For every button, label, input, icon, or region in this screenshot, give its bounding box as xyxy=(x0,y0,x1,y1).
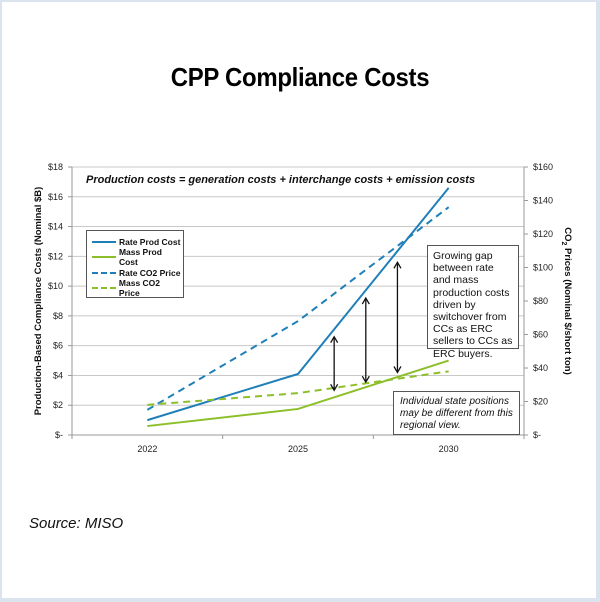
legend-item-rate-prod-cost: Rate Prod Cost xyxy=(92,234,183,250)
y2-tick-label: $40 xyxy=(533,363,548,373)
y-tick-label: $12 xyxy=(48,251,63,261)
y-tick-label: $4 xyxy=(53,370,63,380)
y2-tick-label: $- xyxy=(533,430,541,440)
gap-arrow-head-down xyxy=(361,375,370,384)
x-tick-label: 2025 xyxy=(288,444,308,454)
right-axis-ticks: $- $20 $40 $60 $80 $100 $120 $140 $160 xyxy=(524,162,553,440)
gap-arrow-head-up xyxy=(393,260,402,269)
legend-swatch xyxy=(92,271,116,274)
annotation-growing-gap: Growing gap between rate and mass produc… xyxy=(427,245,519,360)
y-tick-label: $2 xyxy=(53,400,63,410)
legend-item-mass-prod-cost: Mass Prod Cost xyxy=(92,247,183,268)
x-tick-label: 2030 xyxy=(439,444,459,454)
annotation-state-positions: Individual state positions may be differ… xyxy=(393,391,520,435)
y-tick-label: $18 xyxy=(48,162,63,172)
gap-arrow-head-up xyxy=(361,296,370,305)
y-tick-label: $6 xyxy=(53,341,63,351)
y2-tick-label: $60 xyxy=(533,330,548,340)
y-tick-label: $- xyxy=(55,430,63,440)
legend-item-mass-co2-price: Mass CO2 Price xyxy=(92,278,183,299)
legend-label: Rate Prod Cost xyxy=(119,236,181,247)
series-mass-co2-price xyxy=(147,370,449,406)
x-axis-ticks: 2022 2025 2030 xyxy=(71,435,525,454)
y2-tick-label: $100 xyxy=(533,263,553,273)
legend-item-rate-co2-price: Rate CO2 Price xyxy=(92,265,183,281)
legend-label: Mass Prod Cost xyxy=(118,247,162,268)
x-tick-label: 2022 xyxy=(137,444,157,454)
legend-swatch xyxy=(92,287,116,290)
legend-swatch xyxy=(92,256,116,259)
y2-tick-label: $160 xyxy=(533,162,553,172)
y2-axis-label: CO2 Prices (Nominal $/short ton) xyxy=(560,227,573,374)
y2-tick-label: $140 xyxy=(533,196,553,206)
legend: Rate Prod Cost Mass Prod Cost Rate CO2 P… xyxy=(86,230,184,298)
series-lines xyxy=(146,187,450,428)
chart-subtitle: Production costs = generation costs + in… xyxy=(86,174,476,186)
y-tick-label: $10 xyxy=(48,281,63,291)
y-axis-label: Production-Based Compliance Costs (Nomin… xyxy=(33,187,44,416)
y2-tick-label: $20 xyxy=(533,397,548,407)
legend-label: Rate CO2 Price xyxy=(119,267,181,278)
chart-title: CPP Compliance Costs xyxy=(170,62,430,92)
legend-swatch xyxy=(92,240,116,243)
source-note: Source: MISO xyxy=(29,515,124,532)
gap-arrows xyxy=(330,260,402,392)
y-tick-label: $8 xyxy=(53,311,63,321)
gap-arrow xyxy=(361,296,370,384)
y2-tick-label: $120 xyxy=(533,229,553,239)
gap-arrow-head-down xyxy=(330,384,339,392)
y2-tick-label: $80 xyxy=(533,296,548,306)
gap-arrow-head-down xyxy=(393,366,402,374)
series-rate-co2-price xyxy=(146,206,450,411)
left-axis-ticks: $- $2 $4 $6 $8 $10 $12 $14 $16 $18 xyxy=(48,162,72,440)
series-rate-prod-cost xyxy=(147,187,450,422)
gap-arrow xyxy=(330,335,339,392)
gap-arrow-head-up xyxy=(330,335,339,344)
series-mass-prod-cost xyxy=(147,359,449,428)
y-tick-label: $16 xyxy=(48,192,63,202)
gap-arrow xyxy=(393,260,402,374)
y-tick-label: $14 xyxy=(48,222,63,232)
legend-label: Mass CO2 Price xyxy=(118,278,161,299)
